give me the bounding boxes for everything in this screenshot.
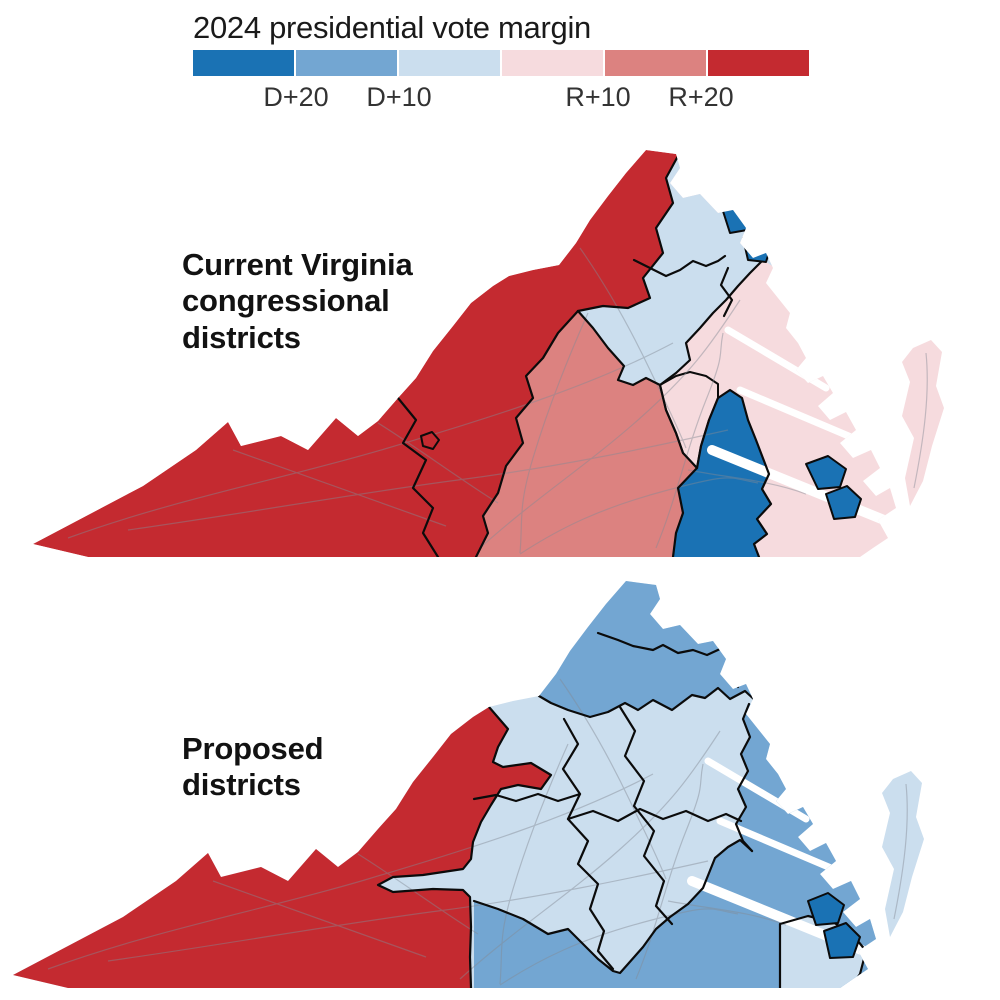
map-proposed-districts <box>13 581 924 988</box>
legend-swatch-r10 <box>605 50 706 76</box>
current-map-title-line2: congressional <box>182 283 390 319</box>
district-hampton-roads-cities <box>807 892 861 959</box>
legend-tick-r10: R+10 <box>565 82 631 112</box>
eastern-shore-proposed <box>882 771 924 937</box>
legend-swatch-r20 <box>708 50 809 76</box>
legend-tick-d10: D+10 <box>366 82 432 112</box>
legend-swatch-d20 <box>193 50 294 76</box>
legend-tick-d20: D+20 <box>263 82 329 112</box>
proposed-map-title-line1: Proposed <box>182 731 324 766</box>
legend-color-scale <box>193 50 809 76</box>
legend-swatch-d0 <box>399 50 500 76</box>
map-current-districts <box>33 150 944 557</box>
district-richmond-southside <box>673 390 771 557</box>
proposed-map-title-line2: districts <box>182 767 301 803</box>
current-map-title-line1: Current Virginia <box>182 247 413 282</box>
district-southwest-and-valley <box>33 150 678 557</box>
current-map-title: Current Virginia congressional districts <box>182 247 413 356</box>
roanoke-enclave <box>420 431 440 450</box>
district-boundaries-current <box>396 154 773 557</box>
legend-title: 2024 presidential vote margin <box>193 10 591 45</box>
district-hampton-roads-cities <box>805 455 862 520</box>
legend-swatch-r0 <box>502 50 603 76</box>
current-map-title-line3: districts <box>182 319 301 355</box>
eastern-shore-current <box>902 340 944 506</box>
district-boundaries-proposed <box>376 631 868 988</box>
legend-swatch-d10 <box>296 50 397 76</box>
legend-tick-r20: R+20 <box>668 82 734 112</box>
proposed-map-title: Proposed districts <box>182 731 324 804</box>
